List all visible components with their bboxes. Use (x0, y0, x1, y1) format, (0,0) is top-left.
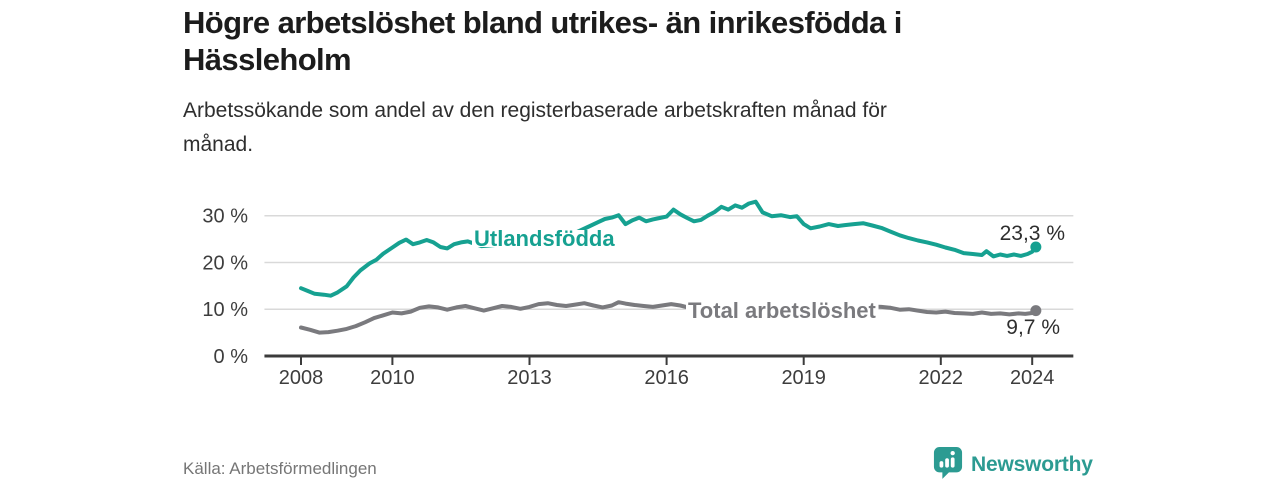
series-end-dot (1030, 241, 1042, 253)
end-value-label: 23,3 % (1000, 222, 1065, 245)
y-tick-label: 10 % (202, 299, 248, 321)
x-tick-label: 2008 (279, 367, 324, 389)
x-tick-label: 2022 (919, 367, 964, 389)
y-tick-label: 20 % (202, 252, 248, 274)
series-label-backdrop (472, 230, 618, 247)
series-line-total-arbetsloshet (299, 300, 1038, 335)
series-label-backdrop (686, 302, 879, 319)
title-line-2: Hässleholm (183, 42, 352, 77)
series-label: Utlandsfödda (474, 226, 615, 251)
end-value-label: 9,7 % (1006, 316, 1060, 339)
newsworthy-speech-bubble-bar-chart-icon (933, 446, 963, 480)
series-line-utlandsfodda (299, 199, 1038, 298)
x-tick-label: 2024 (1010, 367, 1055, 389)
x-tick-label: 2013 (507, 367, 552, 389)
newsworthy-logo-text: Newsworthy (971, 453, 1093, 476)
newsworthy-logo: Newsworthy (933, 446, 1093, 480)
chart-subtitle: Arbetssökande som andel av den registerb… (183, 94, 1043, 162)
subtitle-line-2: månad. (183, 133, 254, 156)
x-tick-label: 2019 (781, 367, 826, 389)
y-tick-label: 0 % (214, 346, 249, 368)
y-tick-label: 30 % (202, 206, 248, 228)
source-note: Källa: Arbetsförmedlingen (183, 459, 377, 478)
title-line-1: Högre arbetslöshet bland utrikes- än inr… (183, 5, 902, 40)
x-tick-label: 2010 (370, 367, 415, 389)
series-label: Total arbetslöshet (688, 298, 877, 323)
page-title: Högre arbetslöshet bland utrikes- än inr… (183, 4, 1103, 78)
subtitle-line-1: Arbetssökande som andel av den registerb… (183, 99, 887, 122)
x-tick-label: 2016 (644, 367, 689, 389)
series-end-dot (1030, 305, 1042, 317)
